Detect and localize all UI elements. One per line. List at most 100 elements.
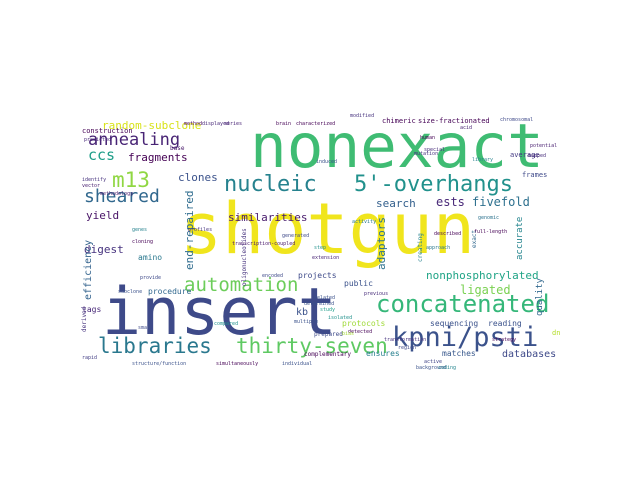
cloud-word: full-length (474, 229, 508, 235)
cloud-word: genes (132, 227, 148, 233)
cloud-word: isolated (328, 315, 353, 321)
word-cloud: shotgun nonexact insert 5'-overhangs kpn… (80, 100, 560, 380)
cloud-word: annealing (88, 130, 181, 150)
cloud-word: digest (84, 243, 124, 256)
cloud-word: nonexact (250, 111, 544, 182)
cloud-word: size-fractionated (418, 117, 490, 125)
cloud-word: tags (82, 305, 102, 314)
cloud-word: generated (282, 233, 310, 239)
cloud-word: libraries (98, 334, 212, 358)
cloud-word: cloning (132, 239, 154, 245)
cloud-word: potential (530, 143, 558, 149)
cloud-word: accurate (515, 216, 525, 260)
cloud-word: efficiency (83, 239, 94, 300)
cloud-word: oligonucleotides (241, 228, 248, 286)
cloud-word: profiles (188, 227, 213, 233)
cloud-word: active (424, 359, 443, 365)
cloud-word: subclone (118, 289, 143, 295)
cloud-word: 5'-overhangs (354, 172, 513, 197)
cloud-word: background (416, 365, 447, 371)
cloud-word: activity (352, 219, 377, 225)
cloud-word: public (344, 279, 373, 288)
cloud-word: projects (298, 271, 337, 280)
cloud-word: encoded (262, 273, 284, 279)
cloud-word: dna (552, 329, 560, 337)
cloud-word: coding (438, 365, 457, 371)
cloud-word: step (314, 245, 327, 251)
cloud-word: determined (304, 301, 335, 307)
cloud-word: detected (348, 329, 373, 335)
cloud-word: ests (436, 195, 465, 209)
cloud-word: human (420, 135, 436, 141)
cloud-word: related (314, 295, 336, 301)
cloud-word: amino (138, 253, 163, 262)
cloud-word: approach (426, 245, 451, 251)
cloud-word: mapped (528, 153, 547, 159)
cloud-word: simultaneously (216, 361, 259, 367)
cloud-word: protocols (342, 319, 386, 328)
cloud-word: characterized (296, 121, 336, 127)
cloud-word: brain (276, 121, 292, 127)
cloud-word: random-subclone (102, 119, 202, 132)
cloud-word: method (184, 121, 203, 127)
cloud-word: vector (82, 183, 101, 189)
cloud-word: reading (488, 319, 522, 328)
cloud-word: sheared (84, 186, 160, 207)
cloud-word: quality (535, 278, 545, 316)
cloud-word: acid (460, 125, 473, 131)
cloud-word: concatenated (376, 290, 550, 318)
cloud-word: m13 (112, 168, 150, 192)
cloud-word: kb (296, 307, 309, 318)
cloud-word: previous (364, 291, 389, 297)
cloud-word: induced (316, 159, 338, 165)
cloud-word: genomic (478, 215, 500, 221)
cloud-word: modified (350, 113, 375, 119)
cloud-word: extension (312, 255, 340, 261)
cloud-word: automation (184, 274, 299, 296)
cloud-word: search (376, 197, 416, 210)
cloud-word: kpni/psti (392, 322, 539, 353)
cloud-word: strategy (492, 337, 517, 343)
cloud-word: prepared (314, 331, 343, 338)
cloud-word: described (434, 231, 462, 237)
cloud-word: rapid (82, 355, 98, 361)
cloud-word: base (170, 145, 185, 152)
cloud-word: small (138, 325, 154, 331)
cloud-word: thirty-seven (236, 334, 388, 358)
cloud-word: ccs (88, 146, 116, 164)
cloud-word: similarities (228, 211, 308, 224)
cloud-word: region (398, 345, 417, 351)
cloud-word: chromosomal (500, 117, 534, 123)
cloud-word: clones (178, 171, 218, 184)
cloud-word: frames (522, 171, 548, 179)
cloud-word: creating (417, 233, 424, 262)
cloud-word: series (224, 121, 243, 127)
cloud-word: yield (86, 209, 120, 222)
cloud-word: procedure (148, 287, 192, 296)
cloud-word: insert (102, 275, 337, 350)
cloud-word: fivefold (472, 195, 530, 209)
cloud-word: nonphosphorylated (426, 269, 539, 282)
cloud-word: structure/function (132, 361, 187, 367)
cloud-word: adaptors (375, 217, 388, 270)
cloud-word: displayed (202, 121, 230, 127)
cloud-word: transformation (384, 337, 427, 343)
cloud-word: individual (282, 361, 313, 367)
cloud-word: identify (82, 177, 107, 183)
cloud-word: special (424, 147, 446, 153)
cloud-word: nucleic (224, 172, 317, 197)
cloud-word: provide (140, 275, 162, 281)
cloud-word: derived (81, 306, 88, 332)
cloud-word: ensures (366, 349, 400, 358)
cloud-word: compared (214, 321, 239, 327)
cloud-word: shotgun (180, 188, 476, 270)
cloud-word: methodology (100, 191, 134, 197)
cloud-word: study (320, 307, 336, 313)
cloud-word: complementary (304, 351, 351, 358)
cloud-word: multiple (294, 319, 319, 325)
cloud-word: sequencing (430, 319, 479, 328)
cloud-word: library (472, 157, 494, 163)
cloud-word: fragments (128, 151, 188, 164)
cloud-word: construction (82, 127, 133, 135)
cloud-word: databases (502, 349, 557, 360)
